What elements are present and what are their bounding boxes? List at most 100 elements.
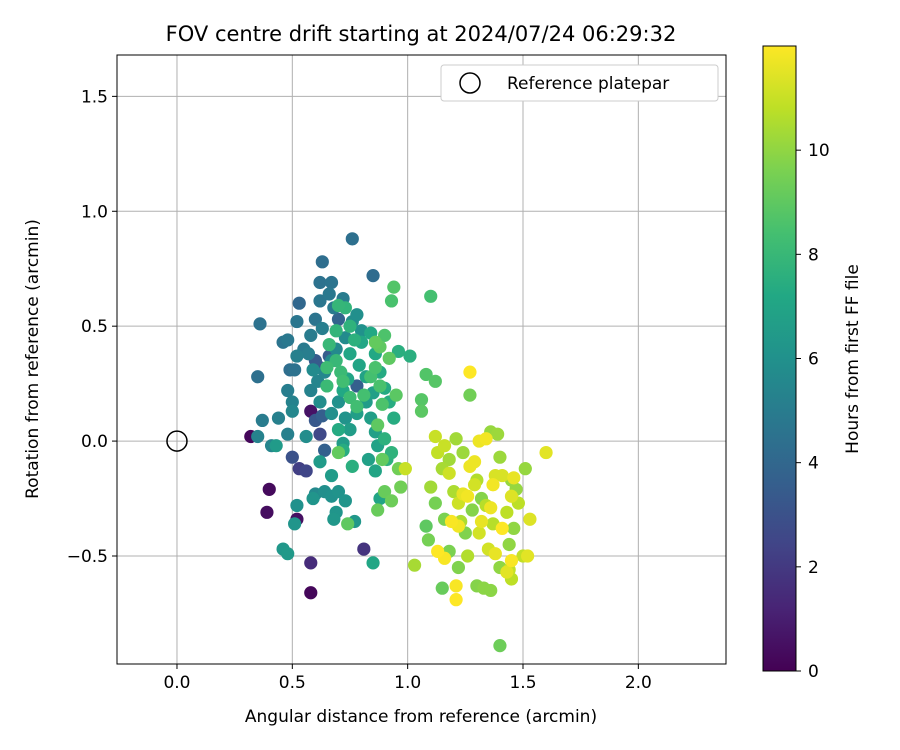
data-point	[329, 324, 343, 338]
x-tick-label: 0.5	[279, 673, 306, 693]
data-point	[472, 526, 486, 540]
data-point	[465, 503, 479, 517]
data-point	[495, 468, 509, 483]
data-point	[391, 344, 406, 359]
data-point	[407, 558, 422, 572]
data-point	[373, 379, 387, 393]
data-point	[384, 445, 399, 460]
data-point	[285, 404, 299, 418]
data-point	[435, 581, 449, 595]
data-point	[442, 466, 456, 480]
data-point	[331, 395, 346, 409]
data-point	[288, 363, 302, 377]
data-point	[345, 232, 359, 246]
data-point	[329, 354, 343, 368]
data-point	[350, 308, 364, 322]
x-tick-label: 0.0	[163, 673, 190, 693]
data-point	[320, 360, 334, 375]
colorbar: 0 2 4 6 8 10 Hours from first FF file	[762, 45, 863, 682]
legend: Reference platepar	[440, 64, 719, 102]
data-point	[377, 485, 392, 499]
data-point	[371, 418, 385, 432]
y-axis-ticks: −0.5 0.0 0.5 1.0 1.5	[67, 87, 117, 567]
data-point	[467, 478, 482, 492]
data-point	[345, 459, 359, 473]
data-point	[456, 445, 470, 460]
data-point	[304, 556, 318, 570]
data-point	[262, 482, 276, 496]
data-point	[507, 471, 521, 485]
data-point	[486, 478, 500, 492]
data-point	[253, 317, 267, 331]
data-point	[484, 501, 498, 515]
data-point	[463, 365, 477, 379]
data-point	[331, 445, 346, 460]
data-point	[288, 517, 302, 531]
data-point	[331, 422, 346, 437]
data-point	[507, 521, 521, 536]
data-point	[255, 413, 269, 427]
colorbar-gradient	[763, 46, 796, 671]
data-point	[331, 485, 346, 499]
data-point	[269, 439, 283, 453]
data-point	[463, 388, 477, 402]
data-point	[281, 427, 295, 441]
data-point	[488, 547, 502, 561]
data-point	[343, 319, 357, 333]
data-point	[336, 374, 350, 388]
data-point	[419, 367, 433, 382]
data-point	[437, 439, 452, 453]
data-point	[313, 395, 327, 409]
data-point	[366, 269, 380, 283]
data-point	[377, 432, 392, 446]
data-point	[504, 489, 519, 503]
data-point	[290, 349, 304, 363]
data-point	[444, 514, 459, 529]
data-point	[389, 388, 403, 402]
data-point	[313, 427, 327, 441]
data-point	[449, 579, 463, 593]
data-point	[414, 404, 429, 418]
data-point	[313, 294, 327, 308]
data-point	[474, 514, 489, 529]
data-point	[461, 489, 475, 503]
data-point	[361, 452, 376, 467]
data-point	[352, 358, 366, 372]
data-point	[502, 537, 516, 552]
data-point	[304, 328, 318, 342]
data-point	[451, 560, 466, 575]
data-point	[518, 462, 532, 476]
data-point	[428, 496, 442, 510]
data-point	[424, 289, 438, 303]
data-point	[377, 328, 392, 342]
x-tick-label: 1.0	[394, 673, 421, 693]
data-point	[484, 583, 498, 598]
colorbar-tick-label: 4	[808, 454, 819, 474]
data-point	[428, 429, 442, 444]
data-point	[306, 491, 320, 506]
data-point	[341, 517, 355, 531]
data-point	[421, 533, 436, 547]
data-point	[368, 464, 382, 478]
data-point	[431, 544, 445, 558]
legend-box	[440, 64, 719, 102]
data-point	[387, 411, 401, 425]
x-axis-ticks: 0.0 0.5 1.0 1.5 2.0	[163, 664, 652, 693]
data-point	[315, 321, 329, 336]
data-point	[394, 480, 408, 494]
data-point	[338, 411, 352, 425]
legend-label: Reference platepar	[507, 74, 669, 94]
data-point	[343, 390, 357, 405]
data-point	[493, 450, 507, 464]
colorbar-tick-label: 8	[808, 245, 819, 265]
data-point	[424, 480, 438, 494]
data-point	[251, 370, 265, 384]
data-point	[331, 298, 346, 313]
data-point	[350, 379, 364, 393]
colorbar-label: Hours from first FF file	[843, 264, 863, 454]
data-point	[320, 379, 334, 393]
y-tick-label: −0.5	[67, 547, 108, 567]
plot-frame	[116, 54, 727, 665]
data-point	[290, 314, 304, 329]
data-point	[306, 363, 320, 377]
